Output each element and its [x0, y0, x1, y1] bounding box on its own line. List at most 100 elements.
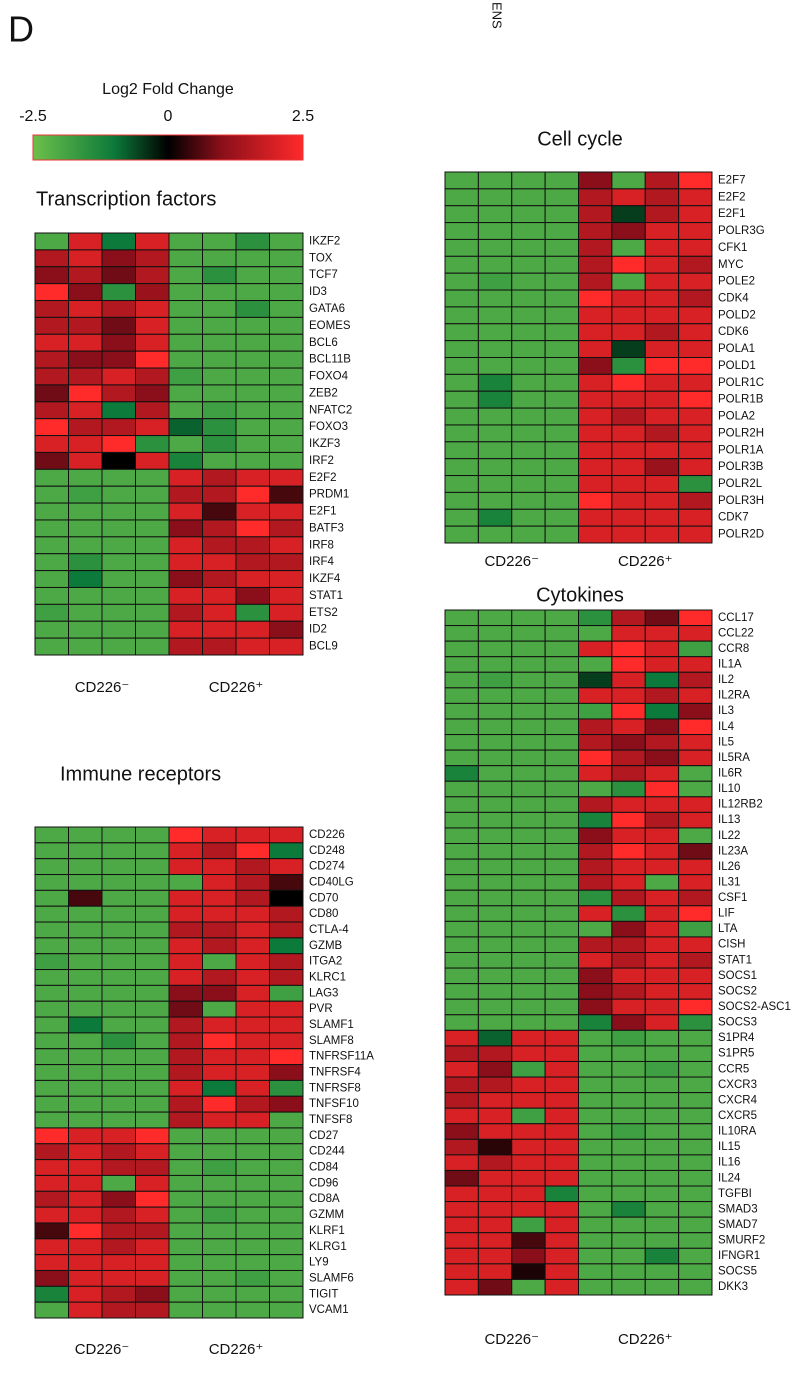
heatmap-cell — [477, 843, 513, 860]
heatmap-cell — [168, 921, 203, 939]
heatmap-cell — [477, 441, 513, 460]
heatmap-cell — [135, 333, 170, 352]
row-label: IL31 — [718, 876, 740, 888]
heatmap-cell — [34, 451, 69, 470]
heatmap-cell — [135, 1174, 170, 1192]
heatmap-cell — [101, 350, 136, 369]
heatmap-cell — [477, 255, 513, 274]
heatmap-cell — [34, 826, 69, 844]
heatmap-cell — [477, 407, 513, 426]
heatmap-cell — [168, 418, 203, 437]
heatmap-cell — [235, 249, 270, 268]
heatmap-cell — [269, 889, 304, 907]
heatmap-cell — [477, 1201, 513, 1218]
heatmap-cell — [202, 937, 237, 955]
heatmap-cell — [544, 749, 579, 767]
row-label: IL5 — [718, 736, 734, 748]
heatmap-cell — [68, 1048, 103, 1066]
heatmap-cell — [444, 1092, 479, 1109]
heatmap-cell — [235, 1238, 270, 1256]
heatmap-cell — [644, 905, 680, 922]
heatmap-cell — [678, 905, 713, 922]
row-label: SMURF2 — [718, 1235, 765, 1247]
heatmap-cell — [34, 637, 69, 656]
heatmap-cell — [34, 401, 69, 420]
heatmap-cell — [235, 1016, 270, 1034]
heatmap-cell — [135, 536, 170, 555]
heatmap-cell — [135, 905, 170, 923]
heatmap-cell — [578, 1045, 613, 1062]
colorbar — [32, 134, 304, 161]
heatmap-cell — [235, 921, 270, 939]
row-label: SLAMF6 — [309, 1272, 354, 1284]
heatmap-cell — [678, 796, 713, 813]
heatmap-cell — [578, 1232, 613, 1249]
heatmap-cell — [68, 905, 103, 923]
row-label: POLE2 — [718, 276, 755, 288]
heatmap-cell — [511, 1263, 546, 1280]
heatmap-cell — [101, 858, 136, 876]
row-label: TCF7 — [309, 269, 338, 281]
heatmap-cell — [202, 1190, 237, 1208]
heatmap-cell — [611, 702, 646, 720]
heatmap-cell — [578, 255, 613, 274]
heatmap-cell — [269, 1048, 304, 1066]
heatmap-cell — [235, 536, 270, 555]
heatmap-cell — [611, 640, 646, 658]
heatmap-cell — [477, 458, 513, 477]
row-label: POLR1C — [718, 377, 764, 389]
heatmap-cell — [611, 811, 646, 829]
heatmap-cell — [269, 283, 304, 302]
heatmap-cell — [477, 357, 513, 375]
heatmap-cell — [34, 1238, 69, 1256]
heatmap-cell — [678, 827, 713, 845]
heatmap-cell — [235, 1111, 270, 1129]
heatmap-cell — [544, 687, 579, 704]
heatmap-cell — [477, 323, 513, 342]
heatmap-cell — [578, 920, 613, 938]
heatmap-cell — [644, 475, 680, 493]
heatmap-cell — [511, 272, 546, 291]
heatmap-cell — [477, 936, 513, 954]
heatmap-cell — [101, 519, 136, 538]
row-label: CCL17 — [718, 612, 754, 624]
heatmap-cell — [34, 232, 69, 251]
heatmap-cell — [644, 1060, 680, 1078]
heatmap-cell — [544, 238, 579, 257]
heatmap-cell — [202, 468, 237, 487]
heatmap-cell — [611, 1138, 646, 1156]
heatmap-cell — [578, 983, 613, 1000]
heatmap-cell — [678, 1123, 713, 1140]
heatmap-cell — [34, 1174, 69, 1192]
heatmap-cell — [101, 502, 136, 521]
heatmap-cell — [269, 468, 304, 487]
heatmap-cell — [202, 1111, 237, 1129]
heatmap-cell — [611, 734, 646, 751]
heatmap-cell — [202, 435, 237, 453]
heatmap-cell — [202, 1285, 237, 1303]
row-label: S1PR5 — [718, 1048, 754, 1060]
heatmap-cell — [168, 536, 203, 555]
heatmap-cell — [644, 889, 680, 907]
heatmap-cell — [235, 1285, 270, 1303]
heatmap-cell — [444, 1154, 479, 1171]
row-label: IFNGR1 — [718, 1250, 760, 1262]
heatmap-cell — [511, 491, 546, 510]
row-label: E2F1 — [309, 506, 337, 518]
heatmap-cell — [511, 289, 546, 308]
heatmap-cell — [477, 765, 513, 782]
heatmap-cell — [544, 407, 579, 426]
heatmap-cell — [644, 1092, 680, 1109]
heatmap-cell — [611, 749, 646, 767]
heatmap-cell — [101, 1222, 136, 1240]
heatmap-cell — [611, 1232, 646, 1249]
heatmap-cell — [511, 1092, 546, 1109]
heatmap-cell — [135, 1206, 170, 1224]
heatmap-cell — [511, 508, 546, 527]
heatmap-cell — [168, 266, 203, 285]
heatmap-cell — [444, 765, 479, 782]
heatmap-cell — [269, 451, 304, 470]
heatmap-cell — [578, 323, 613, 342]
heatmap-cell — [578, 306, 613, 325]
